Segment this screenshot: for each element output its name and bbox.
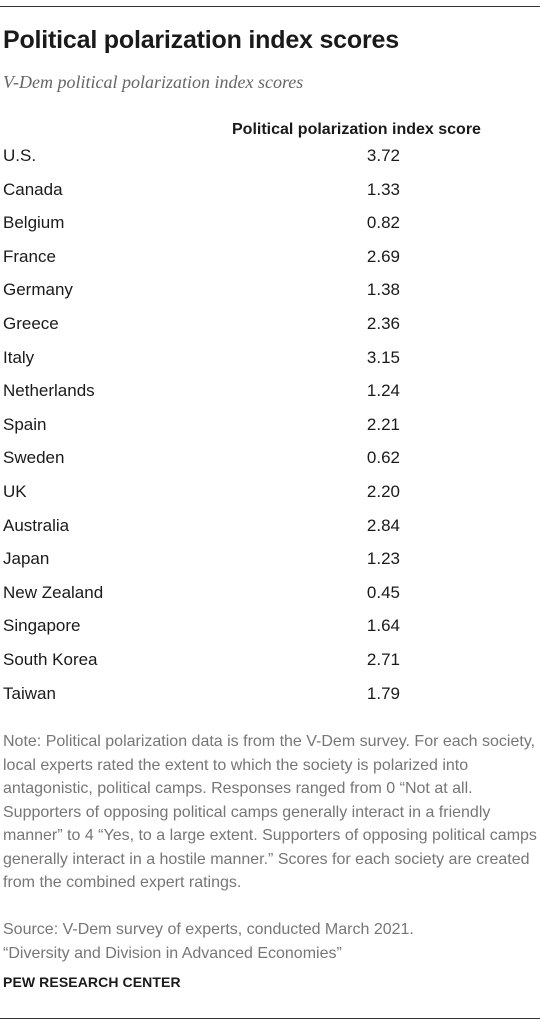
table-row: Singapore 1.64: [0, 614, 540, 648]
score-value: 2.69: [366, 246, 400, 266]
score-value: 1.79: [366, 683, 400, 703]
brand-label: PEW RESEARCH CENTER: [3, 974, 181, 990]
table-row: Italy 3.15: [0, 346, 540, 380]
source-note: Source: V-Dem survey of experts, conduct…: [3, 918, 538, 965]
score-value: 0.45: [366, 582, 400, 602]
score-value: 2.84: [366, 515, 400, 535]
score-value: 0.62: [366, 448, 400, 468]
score-value: 1.64: [366, 616, 400, 636]
source-line: Source: V-Dem survey of experts, conduct…: [3, 921, 414, 938]
data-table: U.S. 3.72 Canada 1.33 Belgium 0.82 France 2.69 G…: [0, 144, 540, 715]
score-value: 1.23: [366, 549, 400, 569]
table-row: Australia 2.84: [0, 514, 540, 548]
country-label: Greece: [3, 313, 59, 333]
country-label: Singapore: [3, 616, 81, 636]
score-value: 0.82: [366, 213, 400, 233]
country-label: U.S.: [3, 146, 37, 165]
top-rule: [0, 6, 540, 7]
country-label: Sweden: [3, 448, 65, 468]
bottom-rule: [0, 1018, 540, 1019]
score-value: 2.71: [366, 649, 400, 669]
country-label: UK: [3, 481, 27, 501]
table-row: Taiwan 1.79: [0, 682, 540, 716]
table-row: UK 2.20: [0, 480, 540, 514]
country-label: Australia: [3, 515, 70, 535]
table-row: Germany 1.38: [0, 278, 540, 312]
country-label: Germany: [3, 280, 73, 300]
table-row: Netherlands 1.24: [0, 379, 540, 413]
chart-subtitle: V-Dem political polarization index score…: [3, 72, 304, 92]
table-row: Greece 2.36: [0, 312, 540, 346]
country-label: Belgium: [3, 213, 65, 233]
country-label: Italy: [3, 347, 35, 367]
score-value: 2.36: [366, 313, 400, 333]
country-label: South Korea: [3, 649, 98, 669]
table-row: France 2.69: [0, 245, 540, 279]
country-label: New Zealand: [3, 582, 104, 602]
table-row: Sweden 0.62: [0, 446, 540, 480]
table-row: U.S. 3.72: [0, 144, 540, 178]
table-row: Spain 2.21: [0, 413, 540, 447]
table-row: Japan 1.23: [0, 547, 540, 581]
country-label: Japan: [3, 549, 50, 569]
country-label: Taiwan: [3, 683, 56, 703]
country-label: Canada: [3, 179, 63, 199]
table-row: Canada 1.33: [0, 178, 540, 212]
score-value: 1.24: [366, 381, 400, 401]
footnote: Note: Political polarization data is fro…: [3, 733, 537, 891]
source-report-title: “Diversity and Division in Advanced Econ…: [3, 944, 342, 962]
country-label: Spain: [3, 414, 47, 434]
column-header-score: Political polarization index score: [232, 121, 481, 138]
country-label: Netherlands: [3, 381, 95, 401]
score-value: 3.72: [366, 146, 400, 165]
score-value: 2.20: [366, 481, 400, 501]
table-row: Belgium 0.82: [0, 211, 540, 245]
country-label: France: [3, 246, 56, 266]
score-value: 2.21: [366, 414, 400, 434]
score-value: 3.15: [366, 347, 400, 367]
score-value: 1.38: [366, 280, 400, 300]
score-value: 1.33: [366, 179, 400, 199]
table-row: South Korea 2.71: [0, 648, 540, 682]
chart-title: Political polarization index scores: [3, 26, 399, 54]
table-row: New Zealand 0.45: [0, 581, 540, 615]
